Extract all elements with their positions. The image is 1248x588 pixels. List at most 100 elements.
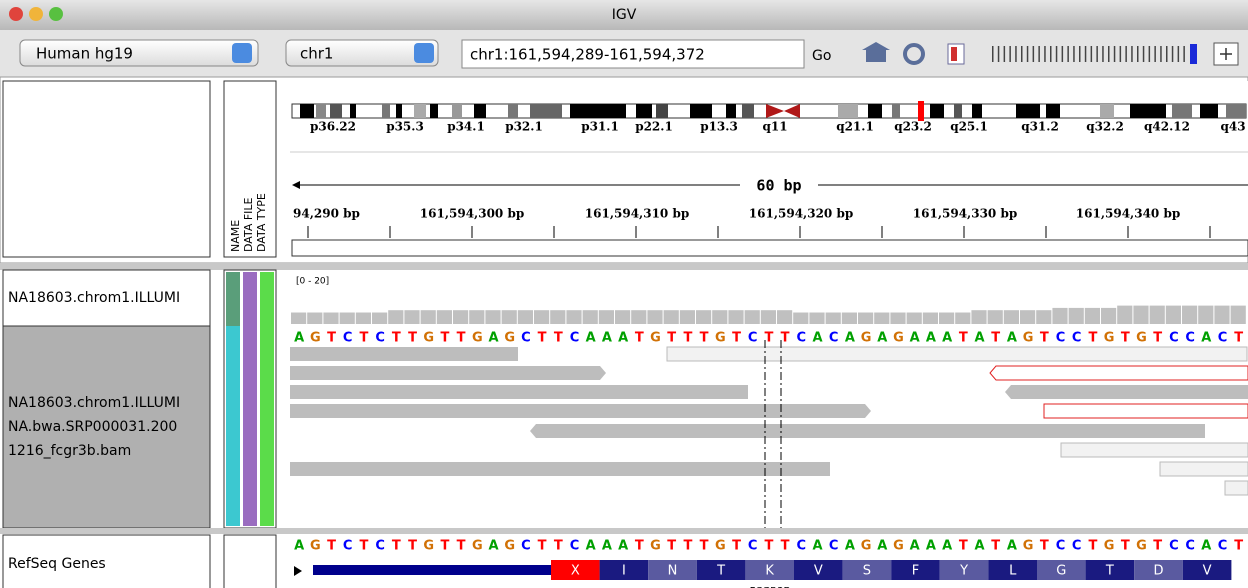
coverage-bar [1149, 305, 1165, 324]
locus-input[interactable] [461, 39, 805, 69]
read[interactable] [290, 347, 518, 361]
read[interactable] [1043, 403, 1248, 419]
zoom-tick [1171, 46, 1174, 62]
close-button[interactable] [9, 7, 23, 21]
base: T [700, 539, 709, 554]
cytoband [1172, 104, 1192, 118]
cytoband [1226, 104, 1246, 118]
attribute-cell[interactable] [226, 326, 240, 526]
read[interactable] [1159, 461, 1248, 477]
cytoband [396, 104, 402, 118]
base: T [554, 539, 563, 554]
chromosome-select[interactable] [285, 39, 439, 67]
base: C [521, 331, 531, 346]
amino-acid: T [1105, 564, 1114, 579]
amino-acid: I [622, 564, 626, 579]
gene-name: FCGR3B [750, 586, 791, 588]
read[interactable] [989, 365, 1248, 381]
base: C [1218, 539, 1228, 554]
base: T [732, 539, 741, 554]
base: G [893, 539, 904, 554]
coverage-bar [1198, 305, 1214, 324]
codon [988, 560, 1037, 580]
zoom-tick [1102, 46, 1104, 62]
ruler-box [291, 239, 1248, 257]
base: G [472, 539, 483, 554]
plus-icon [1220, 48, 1232, 60]
amino-acid: F [912, 564, 919, 579]
cytoband [892, 104, 900, 118]
base: A [294, 539, 304, 554]
cytoband [570, 104, 626, 118]
read[interactable] [1224, 480, 1248, 496]
amino-acid: D [1153, 564, 1163, 579]
base: A [586, 331, 596, 346]
coverage-bar [825, 312, 841, 324]
coverage-bar [1182, 305, 1198, 324]
zoom-tick [1183, 46, 1185, 62]
attribute-cell[interactable] [226, 272, 240, 326]
coverage-bar [890, 312, 906, 324]
zoom-button[interactable] [49, 7, 63, 21]
zoom-tick [992, 46, 994, 62]
go-button[interactable]: Go [812, 48, 831, 64]
codon [648, 560, 697, 580]
cytoband [1046, 104, 1060, 118]
coverage-bar [566, 310, 582, 324]
amino-acid: S [863, 564, 871, 579]
base: C [797, 331, 807, 346]
base: A [845, 331, 855, 346]
read[interactable] [1060, 442, 1248, 458]
locus-text: chr1:161,594,289-161,594,372 [470, 46, 705, 64]
coverage-bar [355, 312, 371, 324]
coverage-bar [922, 312, 938, 324]
amino-acid: V [1203, 564, 1212, 579]
base: T [635, 331, 644, 346]
divider[interactable] [0, 528, 1248, 534]
home-icon[interactable] [862, 42, 890, 62]
zoom-slider[interactable] [992, 44, 1197, 64]
cytoband [350, 104, 356, 118]
zoom-tick [1026, 46, 1029, 62]
base: T [1234, 331, 1243, 346]
read[interactable] [290, 462, 830, 476]
read[interactable] [290, 404, 871, 418]
read[interactable] [290, 385, 748, 399]
zoom-tick [1050, 46, 1052, 62]
divider[interactable] [0, 263, 1248, 270]
coverage-bar [793, 312, 809, 324]
zoom-tick [1067, 46, 1069, 62]
read[interactable] [290, 366, 606, 380]
cytoband-label: p34.1 [447, 120, 485, 134]
attribute-cell[interactable] [260, 272, 274, 526]
amino-acid: G [1056, 564, 1066, 579]
track-name: NA.bwa.SRP000031.200 [8, 419, 177, 435]
title-bar [0, 0, 1248, 30]
minimize-button[interactable] [29, 7, 43, 21]
zoom-tick [1044, 46, 1046, 62]
coverage-bar [858, 312, 874, 324]
zoom-tick [1096, 46, 1098, 62]
centromere [766, 104, 800, 118]
zoom-tick [1055, 46, 1058, 62]
genome-select[interactable] [19, 39, 259, 67]
base: C [343, 331, 353, 346]
base: A [910, 331, 920, 346]
coverage-bar [485, 310, 501, 324]
refresh-icon[interactable] [903, 43, 925, 65]
current-region [918, 101, 924, 121]
attribute-cell[interactable] [243, 272, 257, 526]
coverage-bar [1101, 307, 1117, 324]
coverage-bar [307, 312, 323, 324]
base: A [1007, 331, 1017, 346]
read[interactable] [1005, 385, 1248, 399]
gene-utr [313, 565, 551, 575]
read[interactable] [666, 346, 1248, 362]
read[interactable] [530, 424, 1205, 438]
base: T [327, 539, 336, 554]
base: T [554, 331, 563, 346]
zoom-tick [1137, 46, 1139, 62]
base: T [457, 331, 466, 346]
cytoband [430, 104, 438, 118]
